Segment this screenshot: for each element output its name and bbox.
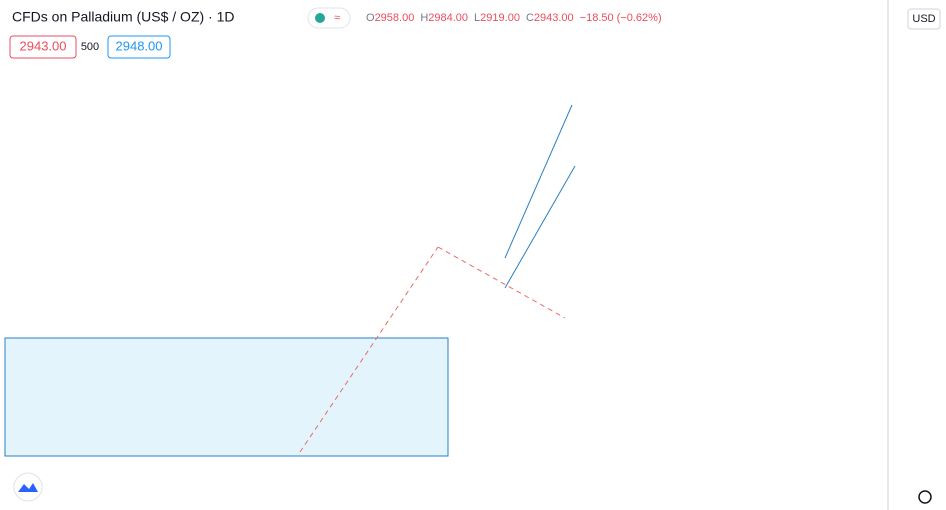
ohlc-key: O xyxy=(366,12,375,24)
currency-button[interactable] xyxy=(907,8,941,30)
ohlc-value: 2958.00 xyxy=(375,12,415,24)
ohlc-key: H xyxy=(420,12,428,24)
currency: USD xyxy=(912,13,935,25)
ohlc-value: 2984.00 xyxy=(428,12,468,24)
range-box xyxy=(4,337,449,457)
buy-box[interactable] xyxy=(107,35,171,59)
sell-price: 2943.00 xyxy=(20,38,67,53)
wave-icon: ≈ xyxy=(334,12,340,24)
channel-line xyxy=(504,104,573,259)
spread: 500 xyxy=(81,41,99,53)
indicator-toggle[interactable] xyxy=(307,7,351,29)
eye-icon xyxy=(315,13,325,23)
buy-price: 2948.00 xyxy=(116,38,163,53)
logo-icon xyxy=(18,483,38,492)
trend-dash xyxy=(437,246,566,319)
ohlc-key: L xyxy=(474,12,480,24)
chart-title: CFDs on Palladium (US$ / OZ) · 1D xyxy=(12,9,235,25)
ohlc-change: −18.50 (−0.62%) xyxy=(580,12,662,24)
settings-icon[interactable] xyxy=(918,490,932,504)
ohlc-value: 2919.00 xyxy=(480,12,520,24)
ohlc-value: 2943.00 xyxy=(534,12,574,24)
sell-box[interactable] xyxy=(9,35,77,59)
channel-line xyxy=(504,165,576,289)
ohlc-key: C xyxy=(526,12,534,24)
logo[interactable] xyxy=(13,472,43,502)
